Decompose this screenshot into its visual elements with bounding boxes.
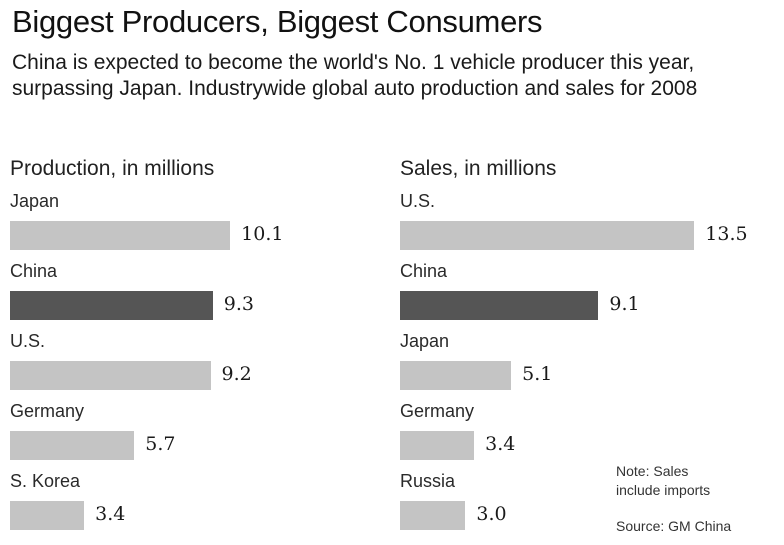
sales-category-label: Germany [400,401,475,421]
production-value-label: 5.7 [145,433,176,455]
sales-bar [400,501,466,530]
sales-value-label: 5.1 [522,363,553,385]
production-bar [10,221,231,250]
sales-value-label: 9.1 [609,293,640,315]
sales-row: China 9.1 [400,253,770,323]
sales-row: Russia 3.0 [400,463,770,533]
sales-value-label: 13.5 [705,223,748,245]
production-category-label: China [10,261,58,281]
sales-row: Japan 5.1 [400,323,770,393]
production-row: Japan 10.1 [10,183,380,253]
production-bars: Japan 10.1 China 9.3 U.S. 9.2 Germany 5.7 S. Kor… [10,183,380,533]
production-panel: Production, in millions Japan 10.1 China 9.… [10,157,380,533]
sales-category-label: U.S. [400,191,436,211]
production-value-label: 10.1 [241,223,284,245]
sales-value-label: 3.4 [485,433,516,455]
production-value-label: 9.3 [223,293,254,315]
sales-bar [400,361,512,390]
production-bar [10,501,85,530]
sales-row: U.S. 13.5 [400,183,770,253]
sales-row: Germany 3.4 [400,393,770,463]
production-row: U.S. 9.2 [10,323,380,393]
sales-panel: Sales, in millions U.S. 13.5 China 9.1 Japan… [400,157,770,533]
production-panel-title: Production, in millions [10,157,215,180]
production-category-label: Japan [10,191,60,211]
note: Note: Sales include imports [616,462,710,500]
production-value-label: 3.4 [95,503,126,525]
sales-bar [400,431,475,460]
sales-bar [400,221,695,250]
sales-value-label: 3.0 [476,503,507,525]
production-category-label: U.S. [10,331,46,351]
source-note: Source: GM China [616,518,732,534]
chart-title: Biggest Producers, Biggest Consumers [12,4,543,39]
production-value-label: 9.2 [221,363,252,385]
sales-bar [400,291,599,320]
note-line-1: Note: Sales [616,463,689,479]
sales-category-label: Russia [400,471,456,491]
production-row: China 9.3 [10,253,380,323]
production-bar [10,431,135,460]
sales-category-label: China [400,261,448,281]
note-line-2: include imports [616,482,711,498]
production-bar [10,361,211,390]
chart-subtitle: China is expected to become the world's … [12,51,698,100]
sales-category-label: Japan [400,331,450,351]
production-category-label: Germany [10,401,85,421]
sales-bars: U.S. 13.5 China 9.1 Japan 5.1 Germany 3.4 Russia… [400,183,770,533]
sales-panel-title: Sales, in millions [400,157,557,180]
production-bar [10,291,213,320]
production-row: Germany 5.7 [10,393,380,463]
production-row: S. Korea 3.4 [10,463,380,533]
production-category-label: S. Korea [10,471,81,491]
